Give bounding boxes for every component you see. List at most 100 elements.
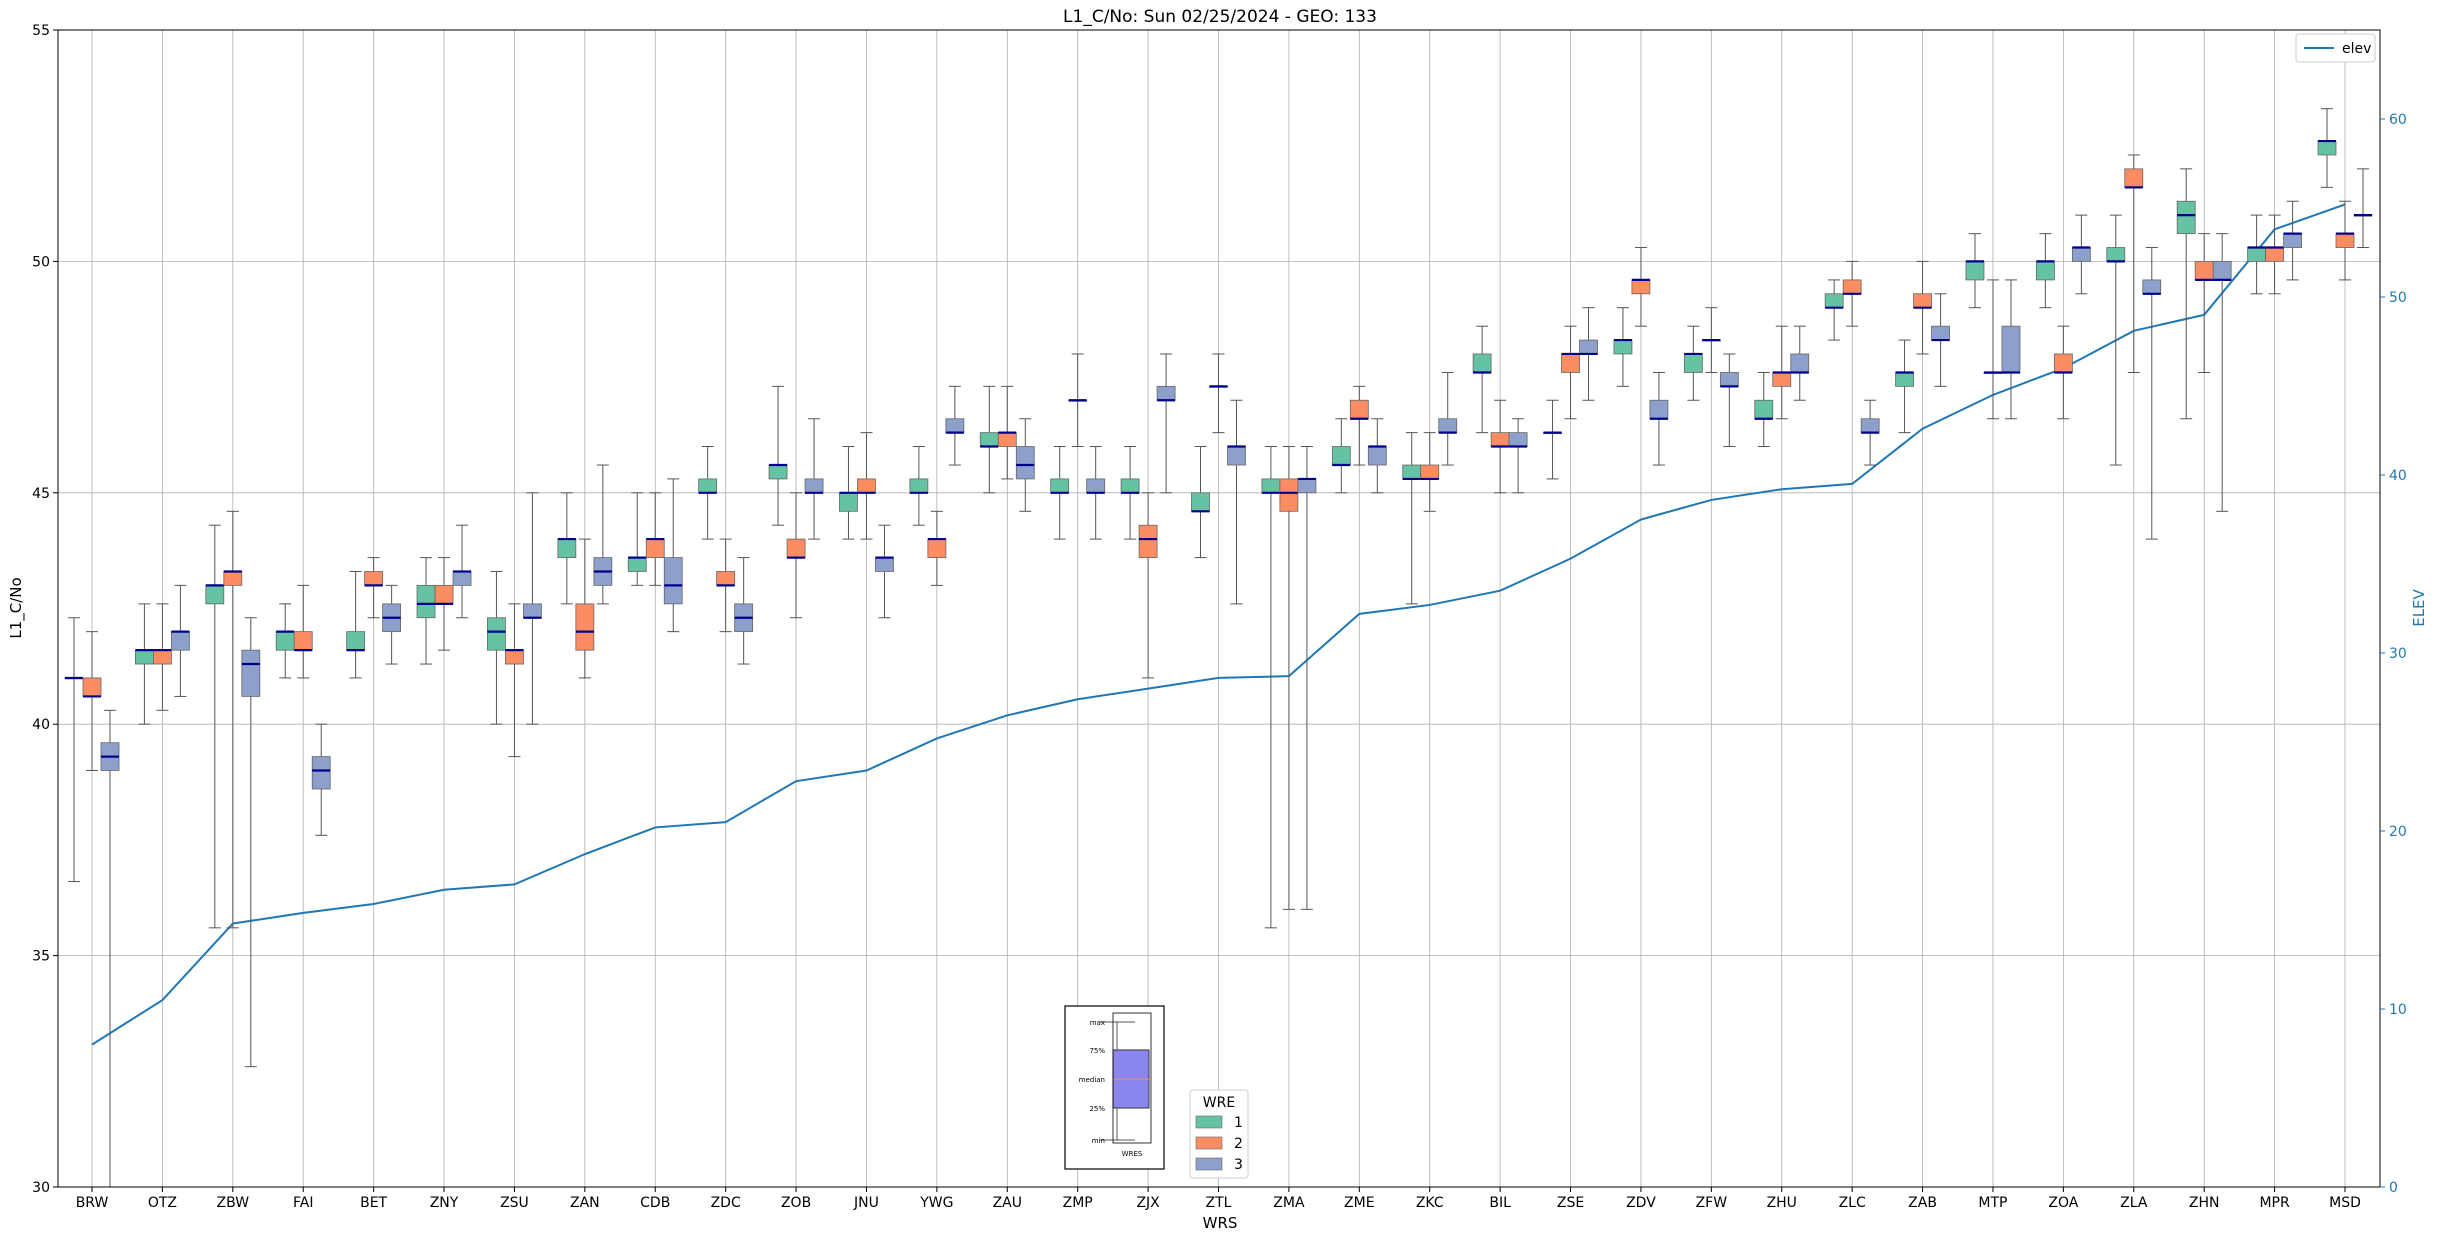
grid: [58, 29, 2380, 1188]
box-plot: [1824, 279, 1844, 341]
y2-tick-label: 60: [2389, 112, 2407, 128]
box: [663, 557, 683, 605]
box: [786, 538, 806, 558]
box-plot: [1579, 307, 1598, 401]
box: [1772, 372, 1792, 387]
box: [1367, 446, 1387, 466]
box: [452, 571, 472, 586]
x-tick-label: BRW: [76, 1195, 109, 1211]
box: [171, 631, 190, 651]
box-plot: [1931, 293, 1950, 387]
elev-legend-label: elev: [2342, 41, 2371, 57]
box: [1860, 418, 1880, 434]
box-plot: [1191, 446, 1210, 559]
box-plot: [1261, 446, 1281, 929]
box-plot: [1227, 399, 1246, 605]
box: [1490, 432, 1510, 447]
box-plot: [2053, 325, 2073, 420]
box-plot: [1420, 432, 1440, 512]
y2-tick-label: 30: [2389, 646, 2407, 662]
wre-legend-title: WRE: [1203, 1095, 1235, 1111]
box-plot: [2176, 168, 2196, 420]
box-plot: [2265, 214, 2284, 295]
box-plot: [1649, 371, 1669, 466]
box: [2001, 325, 2021, 373]
x-tick-label: BIL: [1489, 1195, 1511, 1211]
x-tick-label: OTZ: [148, 1195, 177, 1211]
box-plot: [1331, 418, 1351, 494]
box-plot: [768, 385, 788, 526]
box: [205, 584, 225, 605]
box: [1631, 279, 1651, 295]
box-plot: [452, 524, 472, 619]
box-plot: [1050, 446, 1070, 540]
box-plot: [2035, 233, 2055, 309]
x-tick-label: YWG: [919, 1195, 953, 1211]
box: [1683, 353, 1703, 373]
box-plot: [416, 557, 436, 665]
box: [2265, 247, 2284, 262]
box-plot: [1631, 247, 1651, 327]
box-plot: [1015, 418, 1035, 512]
box-plot: [2283, 200, 2302, 281]
box-plot: [100, 709, 120, 1188]
box-plot: [1068, 353, 1088, 448]
box-plot: [153, 603, 172, 711]
box: [241, 649, 261, 697]
box-plot: [346, 570, 366, 679]
box: [927, 538, 947, 558]
box-plot: [523, 492, 542, 725]
x-tick-label: ZKC: [1416, 1195, 1444, 1211]
x-tick-label: BET: [360, 1195, 387, 1211]
chart-title: L1_C/No: Sun 02/25/2024 - GEO: 133: [1063, 7, 1377, 27]
box: [2283, 233, 2302, 248]
box-plot: [1701, 307, 1721, 373]
y-tick-label: 35: [32, 949, 50, 965]
x-tick-label: ZDC: [711, 1195, 741, 1211]
box-plot: [645, 492, 665, 586]
x-tick-label: FAI: [293, 1195, 313, 1211]
box-plot: [1683, 325, 1703, 401]
legend-entry-label: 3: [1234, 1157, 1243, 1173]
x-tick-label: ZLC: [1839, 1195, 1866, 1211]
box-plot: [505, 603, 524, 758]
box-plot: [171, 584, 190, 697]
wre-legend: WRE 1 2 3: [1189, 1089, 1249, 1179]
box-plot: [927, 510, 947, 586]
x-tick-label: ZME: [1344, 1195, 1375, 1211]
box-plot: [1913, 260, 1932, 355]
box-plot: [135, 603, 154, 725]
box: [1279, 478, 1299, 512]
box-plot: [786, 492, 806, 619]
key-box-label: median: [1079, 1076, 1105, 1084]
box: [1297, 478, 1317, 494]
box-plot: [487, 570, 506, 725]
x-tick-label: ZLA: [2120, 1195, 2148, 1211]
box: [1227, 446, 1246, 466]
x-tick-label: ZNY: [430, 1195, 459, 1211]
x-tick-label: ZSE: [1557, 1195, 1584, 1211]
x-tick-label: ZHU: [1767, 1195, 1797, 1211]
box: [2317, 140, 2337, 156]
x-tick-label: ZAB: [1908, 1195, 1937, 1211]
box: [1138, 524, 1158, 558]
box: [1508, 432, 1528, 447]
x-tick-label: ZOB: [781, 1195, 811, 1211]
box-plot: [839, 446, 858, 540]
elev-legend: elev: [2295, 33, 2376, 63]
box: [1824, 293, 1844, 309]
box-plot: [997, 385, 1017, 480]
y2-tick-label: 0: [2389, 1180, 2398, 1196]
key-box-label: max: [1090, 1019, 1105, 1027]
elev-line: [91, 203, 2346, 1046]
y-tick-label: 40: [32, 717, 50, 733]
box-plot: [1772, 325, 1792, 420]
box-plot: [1543, 399, 1562, 480]
legend-entry-label: 2: [1234, 1136, 1243, 1152]
x-axis-label: WRS: [1203, 1214, 1238, 1232]
key-box-xlabel: WRES: [1122, 1150, 1143, 1158]
box-plot: [716, 538, 736, 633]
box-plot: [205, 524, 225, 929]
box: [575, 603, 595, 651]
box: [1649, 399, 1669, 420]
